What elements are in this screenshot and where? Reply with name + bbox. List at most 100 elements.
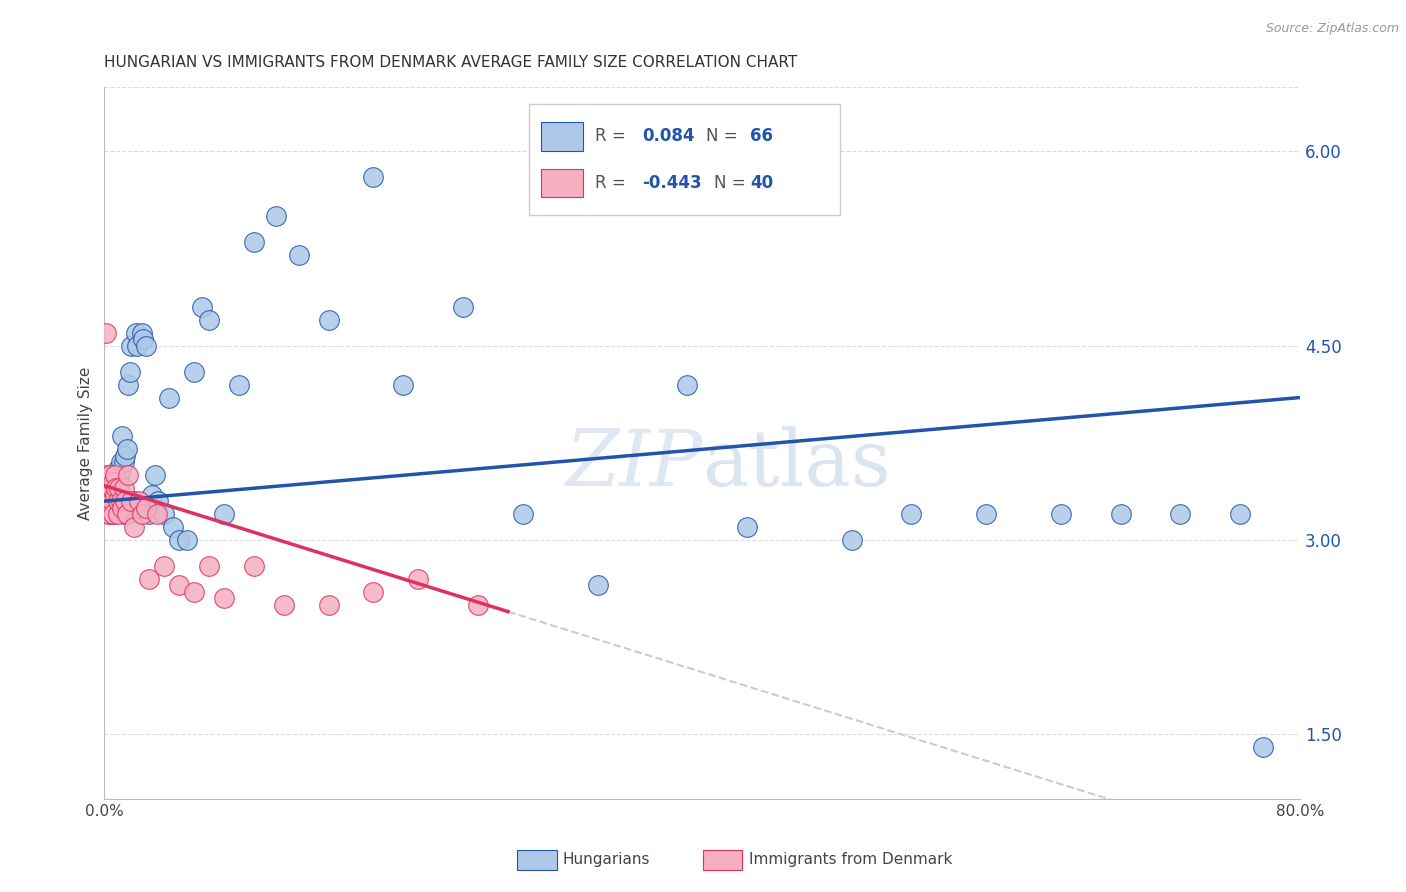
Point bbox=[451, 300, 474, 314]
Point bbox=[111, 429, 134, 443]
Point bbox=[467, 598, 489, 612]
Point bbox=[1050, 507, 1073, 521]
Point bbox=[105, 481, 128, 495]
Point bbox=[117, 468, 139, 483]
FancyBboxPatch shape bbox=[541, 122, 582, 151]
Point bbox=[198, 313, 221, 327]
Text: Hungarians: Hungarians bbox=[562, 853, 650, 867]
Point bbox=[103, 475, 125, 489]
Point bbox=[96, 468, 118, 483]
Point bbox=[104, 475, 127, 489]
Point bbox=[94, 326, 117, 340]
Point bbox=[228, 377, 250, 392]
FancyBboxPatch shape bbox=[529, 104, 839, 215]
Point bbox=[117, 377, 139, 392]
FancyBboxPatch shape bbox=[541, 169, 582, 197]
Point bbox=[162, 520, 184, 534]
Point bbox=[114, 494, 136, 508]
Point bbox=[243, 235, 266, 249]
Point bbox=[125, 326, 148, 340]
Point bbox=[97, 507, 120, 521]
Point bbox=[212, 507, 235, 521]
Point bbox=[97, 507, 120, 521]
Point bbox=[318, 313, 340, 327]
Point bbox=[363, 170, 385, 185]
Point bbox=[108, 481, 131, 495]
Point bbox=[190, 300, 212, 314]
Point bbox=[1170, 507, 1192, 521]
Point bbox=[143, 468, 166, 483]
Point bbox=[212, 591, 235, 606]
Point bbox=[110, 455, 132, 469]
Point bbox=[512, 507, 534, 521]
Point bbox=[115, 442, 138, 457]
Point bbox=[145, 507, 167, 521]
Point bbox=[98, 468, 121, 483]
Point bbox=[406, 572, 429, 586]
Text: atlas: atlas bbox=[702, 426, 891, 502]
Text: R =: R = bbox=[595, 127, 631, 145]
Point bbox=[735, 520, 758, 534]
Point bbox=[122, 494, 145, 508]
Point bbox=[676, 377, 699, 392]
Point bbox=[107, 475, 129, 489]
Point bbox=[112, 507, 135, 521]
Text: R =: R = bbox=[595, 174, 631, 192]
Point bbox=[101, 481, 124, 495]
Text: ZIP: ZIP bbox=[565, 426, 702, 502]
Text: HUNGARIAN VS IMMIGRANTS FROM DENMARK AVERAGE FAMILY SIZE CORRELATION CHART: HUNGARIAN VS IMMIGRANTS FROM DENMARK AVE… bbox=[104, 55, 797, 70]
Point bbox=[120, 339, 142, 353]
Point bbox=[103, 507, 125, 521]
Point bbox=[104, 488, 127, 502]
Point bbox=[153, 507, 176, 521]
Point bbox=[841, 533, 863, 547]
Point bbox=[108, 468, 131, 483]
Point bbox=[157, 391, 180, 405]
Text: 0.084: 0.084 bbox=[643, 127, 695, 145]
Y-axis label: Average Family Size: Average Family Size bbox=[79, 367, 93, 519]
Point bbox=[98, 494, 121, 508]
Point bbox=[103, 507, 125, 521]
Point bbox=[97, 488, 120, 502]
Point bbox=[115, 507, 138, 521]
Point bbox=[118, 365, 141, 379]
Point bbox=[287, 248, 309, 262]
Point bbox=[141, 488, 163, 502]
Text: Source: ZipAtlas.com: Source: ZipAtlas.com bbox=[1265, 22, 1399, 36]
Point bbox=[108, 481, 131, 495]
Point bbox=[101, 494, 124, 508]
Point bbox=[112, 481, 135, 495]
Point bbox=[167, 533, 190, 547]
Point bbox=[135, 339, 157, 353]
Point bbox=[264, 209, 287, 223]
Point bbox=[128, 494, 150, 508]
Point bbox=[103, 494, 125, 508]
Point bbox=[132, 332, 155, 346]
Text: N =: N = bbox=[714, 174, 751, 192]
Point bbox=[107, 494, 129, 508]
Point bbox=[97, 481, 120, 495]
Point bbox=[105, 468, 128, 483]
Point bbox=[1109, 507, 1132, 521]
Point bbox=[974, 507, 997, 521]
Text: 40: 40 bbox=[749, 174, 773, 192]
Text: -0.443: -0.443 bbox=[643, 174, 702, 192]
Point bbox=[363, 585, 385, 599]
Point bbox=[101, 481, 124, 495]
Point bbox=[110, 462, 132, 476]
Point bbox=[104, 488, 127, 502]
Point bbox=[96, 494, 118, 508]
Point bbox=[198, 558, 221, 573]
Point bbox=[129, 500, 152, 515]
Text: 66: 66 bbox=[749, 127, 773, 145]
Point bbox=[114, 449, 136, 463]
Point bbox=[183, 585, 205, 599]
Point bbox=[104, 468, 127, 483]
Point bbox=[107, 462, 129, 476]
Point bbox=[1251, 740, 1274, 755]
Point bbox=[318, 598, 340, 612]
Point bbox=[138, 572, 160, 586]
Point bbox=[107, 507, 129, 521]
Point bbox=[105, 481, 128, 495]
Point bbox=[1229, 507, 1251, 521]
